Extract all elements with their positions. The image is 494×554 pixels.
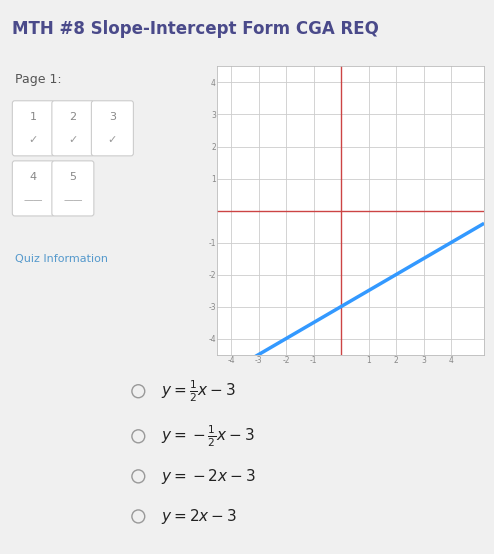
FancyBboxPatch shape (12, 161, 54, 216)
Text: $y = -\frac{1}{2}x - 3$: $y = -\frac{1}{2}x - 3$ (161, 423, 254, 449)
Text: Page 1:: Page 1: (15, 73, 61, 86)
Text: 5: 5 (69, 172, 77, 182)
Text: 2: 2 (69, 112, 77, 122)
Text: ✓: ✓ (108, 135, 117, 145)
Text: 4: 4 (30, 172, 37, 182)
Text: ✓: ✓ (68, 135, 78, 145)
Text: $y = -2x - 3$: $y = -2x - 3$ (161, 467, 255, 486)
Text: ——: —— (24, 195, 43, 205)
FancyBboxPatch shape (52, 101, 94, 156)
Text: MTH #8 Slope-Intercept Form CGA REQ: MTH #8 Slope-Intercept Form CGA REQ (12, 20, 379, 38)
FancyBboxPatch shape (91, 101, 133, 156)
Text: 3: 3 (109, 112, 116, 122)
Text: 1: 1 (30, 112, 37, 122)
Text: $y = \frac{1}{2}x - 3$: $y = \frac{1}{2}x - 3$ (161, 378, 236, 404)
Text: ——: —— (63, 195, 82, 205)
Text: ✓: ✓ (29, 135, 38, 145)
FancyBboxPatch shape (12, 101, 54, 156)
Text: Quiz Information: Quiz Information (15, 254, 108, 264)
FancyBboxPatch shape (52, 161, 94, 216)
Text: $y = 2x - 3$: $y = 2x - 3$ (161, 507, 237, 526)
